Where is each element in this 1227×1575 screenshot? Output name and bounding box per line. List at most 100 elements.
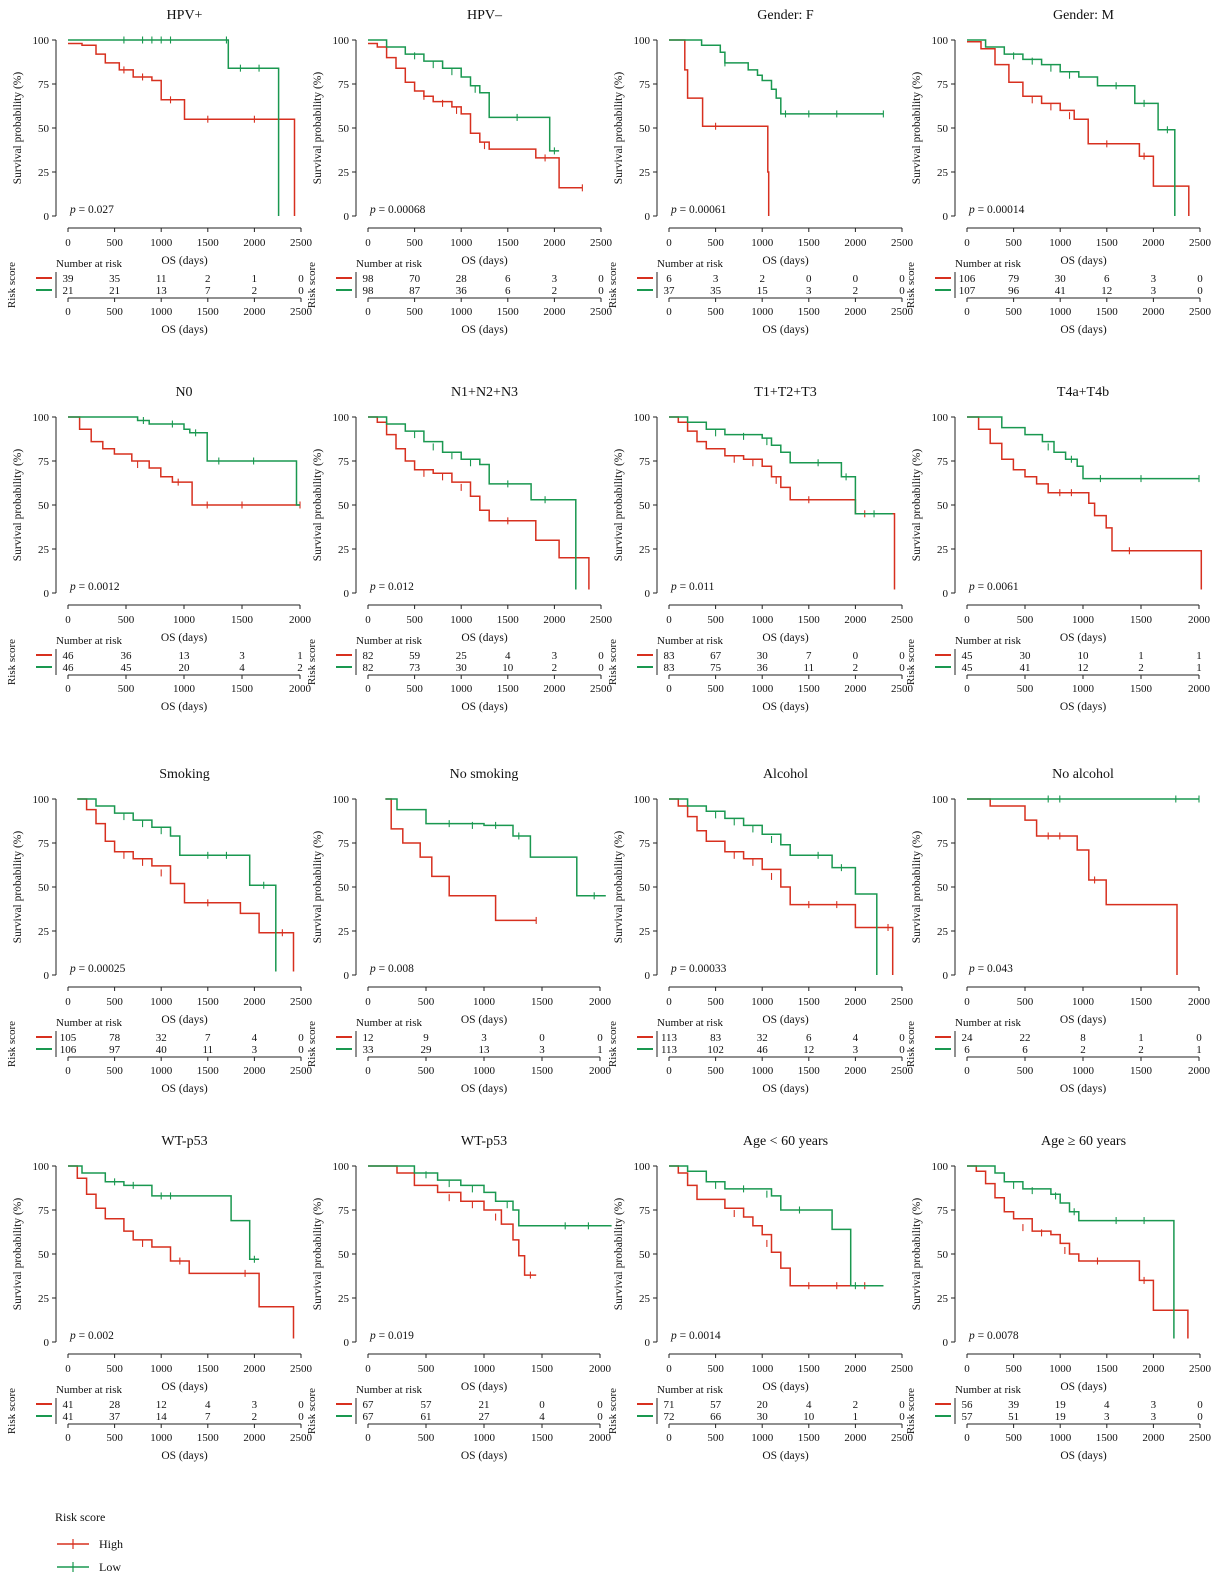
at-risk-high: 3 [1151,273,1157,285]
y-tick-label: 25 [338,544,350,556]
risk-x-tick-label: 2500 [1189,1432,1212,1444]
survival-curve-low [967,1165,1175,1339]
p-value-number: = 0.00033 [677,963,727,975]
at-risk-low: 0 [899,285,905,297]
survival-curve-high [967,416,1203,590]
at-risk-low: 3 [539,1044,545,1056]
x-tick-label: 1000 [1049,237,1072,249]
risk-table-title: Number at risk [356,1017,422,1029]
risk-x-tick-label: 2000 [543,306,566,318]
x-tick-label: 500 [1005,1363,1022,1375]
panel-title: N1+N2+N3 [451,385,518,400]
x-tick-label: 2500 [290,1363,313,1375]
legend-low-label: Low [99,1560,121,1572]
x-tick-label: 2500 [1189,1363,1212,1375]
x-tick-label: 2500 [590,614,613,626]
y-tick-label: 50 [338,882,350,894]
y-tick-label: 75 [338,456,350,468]
x-tick-label: 2500 [1189,237,1212,249]
x-axis-label: OS (days) [161,1381,207,1393]
risk-x-tick-label: 0 [365,306,371,318]
km-panel: Alcohol 0 25 50 75 100 Survival probability (%… [607,767,914,1095]
x-tick-label: 1000 [1072,614,1095,626]
y-axis-label: Survival probability (%) [12,72,24,185]
p-value-symbol: p [670,963,677,975]
at-risk-high: 0 [806,273,812,285]
km-panel: T1+T2+T3 0 25 50 75 100 Survival probability (… [607,385,914,713]
p-value-symbol: p [968,581,975,593]
risk-x-tick-label: 0 [65,1065,71,1077]
at-risk-low: 10 [803,1411,815,1423]
p-value-symbol: p [968,963,975,975]
risk-x-tick-label: 2500 [590,306,613,318]
y-tick-label: 25 [937,167,949,179]
x-tick-label: 1000 [150,237,173,249]
x-tick-label: 2000 [543,237,566,249]
risk-x-axis-label: OS (days) [461,1450,507,1462]
y-tick-label: 100 [33,35,50,47]
risk-x-tick-label: 1000 [450,683,473,695]
at-risk-high: 4 [1104,1399,1110,1411]
risk-x-axis-label: OS (days) [1060,1083,1106,1095]
risk-x-tick-label: 1000 [751,1432,774,1444]
at-risk-high: 0 [853,650,859,662]
p-value-symbol: p [670,581,677,593]
survival-curve-low [669,416,893,515]
y-tick-label: 0 [943,588,949,600]
risk-score-axis-label: Risk score [905,1021,917,1067]
x-tick-label: 1000 [450,614,473,626]
x-tick-label: 1000 [173,614,196,626]
panel-title: No smoking [450,767,519,782]
risk-x-tick-label: 500 [406,306,423,318]
x-tick-label: 0 [964,237,970,249]
risk-table-title: Number at risk [955,1384,1021,1396]
panel-title: WT-p53 [461,1134,507,1149]
p-value-symbol: p [369,581,376,593]
at-risk-high: 25 [456,650,468,662]
p-value-symbol: p [968,204,975,216]
at-risk-low: 73 [409,662,421,674]
at-risk-low: 6 [505,285,511,297]
panel-title: Age ≥ 60 years [1041,1134,1126,1149]
survival-curve-high [669,798,894,975]
risk-score-axis-label: Risk score [607,262,619,308]
panel-title: T1+T2+T3 [754,385,816,400]
risk-x-tick-label: 2000 [589,1432,612,1444]
x-axis-label: OS (days) [461,255,507,267]
at-risk-high: 98 [363,273,375,285]
at-risk-high: 4 [806,1399,812,1411]
y-tick-label: 100 [932,35,949,47]
p-value-symbol: p [369,963,376,975]
y-tick-label: 50 [937,1249,949,1261]
legend-high-label: High [99,1537,123,1551]
y-tick-label: 50 [38,123,50,135]
x-tick-label: 2000 [589,1363,612,1375]
risk-table-title: Number at risk [356,635,422,647]
at-risk-high: 6 [505,273,511,285]
at-risk-low: 15 [757,285,769,297]
risk-x-tick-label: 2000 [243,1065,266,1077]
at-risk-high: 7 [205,1032,211,1044]
risk-x-axis-label: OS (days) [1060,1450,1106,1462]
at-risk-low: 33 [363,1044,375,1056]
risk-x-tick-label: 1500 [1096,306,1119,318]
survival-curve-high [967,798,1178,975]
y-tick-label: 100 [932,794,949,806]
at-risk-low: 7 [205,285,211,297]
at-risk-low: 45 [962,662,974,674]
risk-x-tick-label: 1500 [197,1432,220,1444]
y-tick-label: 50 [38,500,50,512]
p-value: p = 0.027 [69,204,114,216]
y-tick-label: 25 [937,1293,949,1305]
p-value-number: = 0.043 [975,963,1013,975]
risk-x-tick-label: 1500 [531,1065,554,1077]
x-tick-label: 1000 [150,1363,173,1375]
at-risk-high: 1 [1138,650,1144,662]
y-axis-label: Survival probability (%) [12,449,24,562]
x-tick-label: 1500 [798,237,821,249]
risk-x-tick-label: 500 [118,683,135,695]
risk-x-tick-label: 2500 [290,1432,313,1444]
y-tick-label: 0 [344,211,350,223]
x-axis-label: OS (days) [1060,1014,1106,1026]
